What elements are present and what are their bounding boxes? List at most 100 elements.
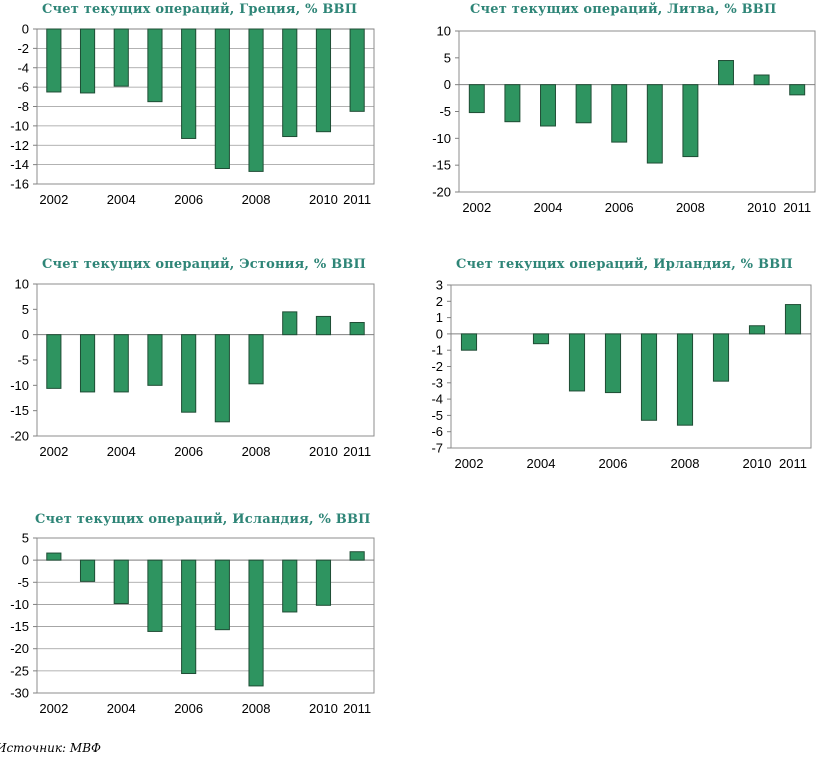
y-tick-label: -20 <box>432 185 451 200</box>
plot-frame <box>36 537 375 694</box>
y-tick-label: 0 <box>444 77 451 92</box>
x-tick-label: 2010 <box>309 701 338 716</box>
bar <box>784 304 802 335</box>
bar <box>282 559 298 613</box>
x-tick-label: 2010 <box>309 192 338 207</box>
x-tick-label: 2004 <box>527 456 556 471</box>
bar <box>282 311 298 336</box>
x-tick-label: 2011 <box>779 456 807 471</box>
y-tick-label: 0 <box>22 327 29 342</box>
bar <box>753 74 770 86</box>
y-tick-label: -10 <box>432 131 451 146</box>
bar <box>214 559 230 631</box>
bar <box>113 559 129 605</box>
bar <box>349 322 365 336</box>
bar <box>640 333 658 421</box>
bar <box>568 333 586 392</box>
x-tick-label: 2008 <box>676 200 705 215</box>
y-tick-label: -15 <box>10 403 29 418</box>
bar <box>646 84 663 164</box>
bar <box>248 28 264 172</box>
y-tick-label: -16 <box>10 177 29 192</box>
chart-title: Счет текущих операций, Ирландия, % ВВП <box>456 257 793 272</box>
y-tick-label: -5 <box>431 408 443 423</box>
bar <box>147 28 163 103</box>
chart-title: Счет текущих операций, Исландия, % ВВП <box>35 512 371 527</box>
bar <box>79 334 96 393</box>
bar <box>349 551 365 561</box>
x-tick-label: 2011 <box>343 701 371 716</box>
y-tick-label: -10 <box>10 378 29 393</box>
bar <box>604 333 622 394</box>
chart-title: Счет текущих операций, Греция, % ВВП <box>42 2 358 17</box>
bar <box>248 559 264 687</box>
y-tick-label: -10 <box>10 118 29 133</box>
x-tick-label: 2004 <box>107 444 136 459</box>
bar <box>147 334 163 386</box>
bar <box>718 60 734 86</box>
x-tick-label: 2002 <box>39 192 68 207</box>
x-tick-label: 2008 <box>242 701 271 716</box>
bar <box>46 552 62 561</box>
x-tick-label: 2002 <box>39 444 68 459</box>
bar <box>540 84 556 127</box>
bar <box>712 333 730 382</box>
bar <box>575 84 592 124</box>
source-note: Источник: МВФ <box>0 741 101 755</box>
y-tick-label: -5 <box>17 575 29 590</box>
y-tick-label: 0 <box>436 326 443 341</box>
x-tick-label: 2006 <box>174 192 203 207</box>
x-tick-label: 2008 <box>671 456 700 471</box>
x-tick-label: 2008 <box>242 444 271 459</box>
bar <box>113 28 129 87</box>
x-tick-label: 2006 <box>174 701 203 716</box>
bar <box>315 28 332 133</box>
y-tick-label: -12 <box>10 138 29 153</box>
bar <box>248 334 264 385</box>
y-tick-label: -2 <box>431 359 443 374</box>
y-tick-label: -14 <box>10 157 29 172</box>
bar <box>214 28 230 169</box>
y-tick-label: 0 <box>22 22 29 37</box>
x-tick-label: 2006 <box>605 200 634 215</box>
y-tick-label: 5 <box>22 531 29 546</box>
y-tick-label: -15 <box>432 158 451 173</box>
bar <box>789 84 806 96</box>
y-tick-label: 5 <box>22 302 29 317</box>
y-tick-label: -1 <box>431 343 443 358</box>
bar <box>79 559 96 582</box>
y-tick-label: -10 <box>10 597 29 612</box>
bar <box>181 28 197 139</box>
bar <box>46 28 62 93</box>
bar <box>282 28 298 138</box>
y-tick-label: -20 <box>10 429 29 444</box>
chart-title: Счет текущих операций, Эстония, % ВВП <box>42 257 366 272</box>
y-tick-label: -6 <box>431 424 443 439</box>
bar <box>468 84 485 114</box>
bar <box>682 84 699 158</box>
bar <box>349 28 365 112</box>
bar <box>79 28 96 94</box>
x-tick-label: 2010 <box>747 200 776 215</box>
x-tick-label: 2002 <box>462 200 491 215</box>
bar <box>181 559 197 675</box>
x-tick-label: 2011 <box>343 192 371 207</box>
x-tick-label: 2002 <box>455 456 484 471</box>
y-tick-label: 5 <box>444 50 451 65</box>
bar <box>532 333 550 345</box>
y-tick-label: -3 <box>431 375 443 390</box>
x-tick-label: 2008 <box>242 192 271 207</box>
y-tick-label: 0 <box>22 553 29 568</box>
y-tick-label: -30 <box>10 686 29 701</box>
x-tick-label: 2010 <box>309 444 338 459</box>
y-tick-label: -5 <box>17 353 29 368</box>
x-tick-label: 2004 <box>107 192 136 207</box>
x-tick-label: 2011 <box>783 200 811 215</box>
x-tick-label: 2004 <box>107 701 136 716</box>
bar <box>315 559 332 606</box>
y-tick-label: 10 <box>15 277 29 292</box>
x-tick-label: 2010 <box>743 456 772 471</box>
x-tick-label: 2006 <box>174 444 203 459</box>
